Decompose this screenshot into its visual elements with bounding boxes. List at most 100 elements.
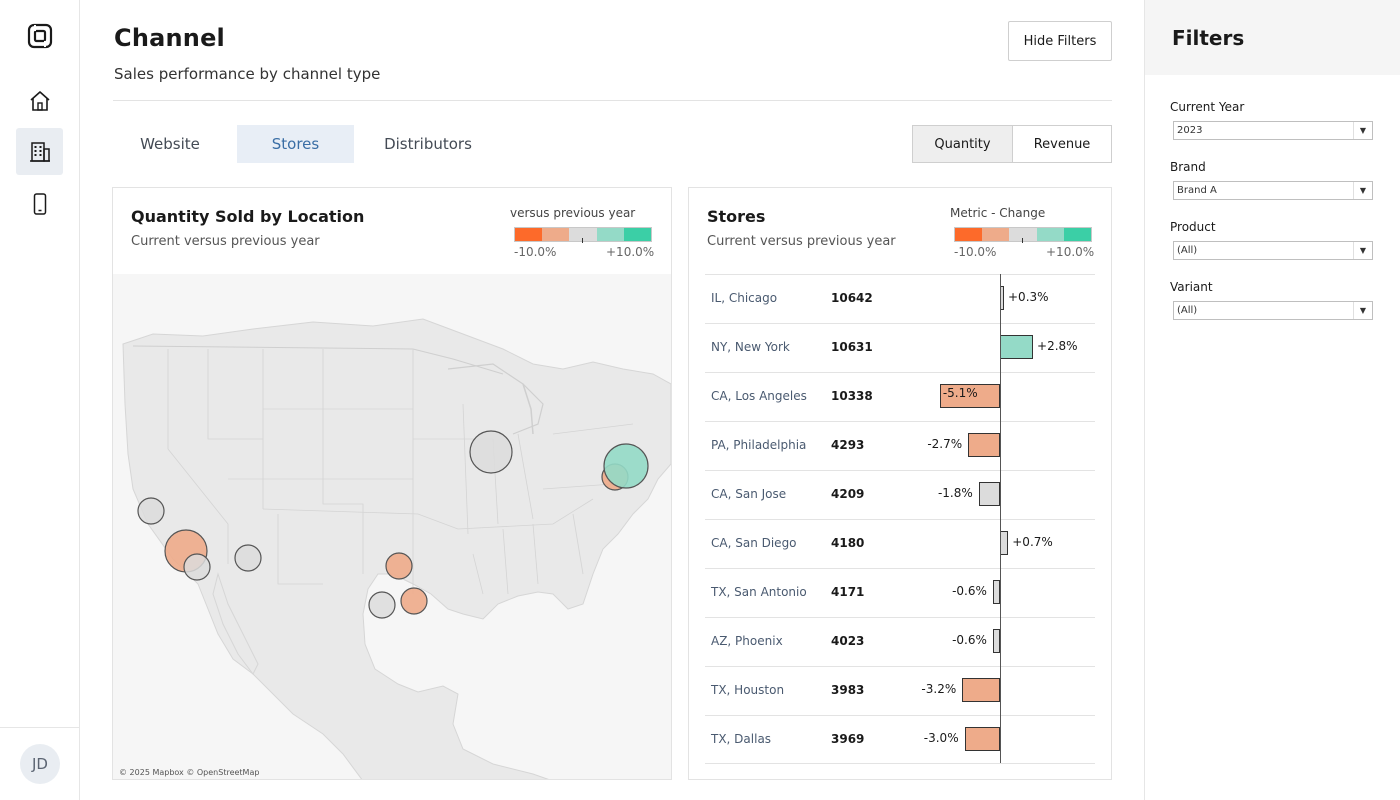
map-bubble-san-jose <box>137 497 165 525</box>
north-america-landmass <box>122 318 671 779</box>
table-row[interactable]: AZ, Phoenix 4023 -0.6% <box>705 617 1095 666</box>
row-quantity: 4023 <box>831 634 865 648</box>
tab-distributors[interactable]: Distributors <box>384 135 472 153</box>
row-quantity: 10642 <box>831 291 873 305</box>
product-label: Product <box>1170 220 1216 234</box>
map-bubble-san-diego <box>183 553 211 581</box>
left-nav: JD <box>0 0 80 800</box>
map-bubble-dallas <box>385 552 413 580</box>
hide-filters-button[interactable]: Hide Filters <box>1008 21 1112 61</box>
stores-legend-zero-tick <box>1022 238 1023 243</box>
change-label: -0.6% <box>952 633 987 647</box>
map-panel-subtitle: Current versus previous year <box>131 234 320 249</box>
map-bubble-phoenix <box>234 544 262 572</box>
change-label: -3.2% <box>921 682 957 696</box>
change-label: -3.0% <box>923 731 959 745</box>
change-bar[interactable] <box>992 629 1000 653</box>
page-title: Channel <box>114 24 225 52</box>
change-bar[interactable] <box>962 678 1000 702</box>
map-attribution: © 2025 Mapbox © OpenStreetMap <box>119 768 260 777</box>
avatar[interactable]: JD <box>20 744 60 784</box>
table-row[interactable]: TX, Houston 3983 -3.2% <box>705 666 1095 715</box>
chevron-down-icon[interactable]: ▼ <box>1353 242 1372 259</box>
map-panel: Quantity Sold by Location Current versus… <box>112 187 672 780</box>
table-row[interactable]: IL, Chicago 10642 +0.3% <box>705 274 1095 323</box>
stores-legend-min: -10.0% <box>954 245 997 259</box>
row-quantity: 4209 <box>831 487 865 501</box>
row-location: IL, Chicago <box>711 291 778 305</box>
map-legend-zero-tick <box>582 238 583 243</box>
chevron-down-icon[interactable]: ▼ <box>1353 302 1372 319</box>
change-bar[interactable] <box>1000 531 1009 555</box>
chevron-down-icon[interactable]: ▼ <box>1353 182 1372 199</box>
header-divider <box>113 100 1112 101</box>
current-year-label: Current Year <box>1170 100 1245 114</box>
change-label: +0.3% <box>1008 290 1049 304</box>
change-bar[interactable] <box>1000 335 1034 359</box>
row-location: PA, Philadelphia <box>711 438 807 452</box>
row-quantity: 4171 <box>831 585 865 599</box>
tab-website[interactable]: Website <box>140 135 200 153</box>
change-label: +0.7% <box>1012 535 1053 549</box>
variant-select[interactable]: (All) ▼ <box>1173 301 1373 320</box>
stores-legend-scale <box>954 227 1092 242</box>
table-row[interactable]: NY, New York 10631 +2.8% <box>705 323 1095 372</box>
location-map[interactable]: © 2025 Mapbox © OpenStreetMap <box>113 274 671 779</box>
table-row[interactable]: CA, San Diego 4180 +0.7% <box>705 519 1095 568</box>
table-row[interactable]: CA, San Jose 4209 -1.8% <box>705 470 1095 519</box>
product-select[interactable]: (All) ▼ <box>1173 241 1373 260</box>
row-quantity: 10631 <box>831 340 873 354</box>
filters-title: Filters <box>1172 26 1245 50</box>
row-location: NY, New York <box>711 340 790 354</box>
row-quantity: 4293 <box>831 438 865 452</box>
map-legend-title: versus previous year <box>510 206 636 220</box>
nav-divider <box>0 727 80 728</box>
map-bubble-new-york <box>603 443 649 489</box>
map-bubble-san-antonio <box>368 591 396 619</box>
change-label: -1.8% <box>937 486 973 500</box>
row-quantity: 10338 <box>831 389 873 403</box>
stores-panel-title: Stores <box>707 207 766 226</box>
phone-icon[interactable] <box>16 180 63 227</box>
table-row[interactable]: CA, Los Angeles 10338 -5.1% <box>705 372 1095 421</box>
map-panel-title: Quantity Sold by Location <box>131 207 365 226</box>
map-legend-min: -10.0% <box>514 245 557 259</box>
row-quantity: 3983 <box>831 683 865 697</box>
row-location: CA, Los Angeles <box>711 389 807 403</box>
row-location: TX, Dallas <box>711 732 772 746</box>
brand-select[interactable]: Brand A ▼ <box>1173 181 1373 200</box>
table-row[interactable]: TX, San Antonio 4171 -0.6% <box>705 568 1095 617</box>
change-label: -0.6% <box>952 584 987 598</box>
change-bar[interactable] <box>992 580 1000 604</box>
revenue-toggle[interactable]: Revenue <box>1012 125 1112 163</box>
change-bar[interactable] <box>968 433 1000 457</box>
change-label: +2.8% <box>1037 339 1078 353</box>
table-row[interactable]: TX, Dallas 3969 -3.0% <box>705 715 1095 764</box>
logo-icon[interactable] <box>16 12 63 59</box>
change-label: -5.1% <box>942 386 978 400</box>
home-icon[interactable] <box>16 77 63 124</box>
filters-header <box>1145 0 1400 75</box>
current-year-select[interactable]: 2023 ▼ <box>1173 121 1373 140</box>
table-row[interactable]: PA, Philadelphia 4293 -2.7% <box>705 421 1095 470</box>
change-bar[interactable] <box>939 384 1000 408</box>
change-bar[interactable] <box>964 727 1000 751</box>
brand-label: Brand <box>1170 160 1206 174</box>
brand-value: Brand A <box>1177 185 1217 196</box>
tab-stores[interactable]: Stores <box>237 125 354 163</box>
stores-legend-title: Metric - Change <box>950 206 1046 220</box>
chevron-down-icon[interactable]: ▼ <box>1353 122 1372 139</box>
current-year-value: 2023 <box>1177 125 1203 136</box>
change-bar[interactable] <box>978 482 1000 506</box>
map-legend-scale <box>514 227 652 242</box>
product-value: (All) <box>1177 245 1198 256</box>
row-location: CA, San Jose <box>711 487 787 501</box>
map-canvas <box>113 274 671 779</box>
row-location: CA, San Diego <box>711 536 797 550</box>
quantity-toggle[interactable]: Quantity <box>912 125 1013 163</box>
row-location: TX, San Antonio <box>711 585 807 599</box>
row-quantity: 4180 <box>831 536 865 550</box>
map-bubble-chicago <box>469 430 513 474</box>
building-icon[interactable] <box>16 128 63 175</box>
